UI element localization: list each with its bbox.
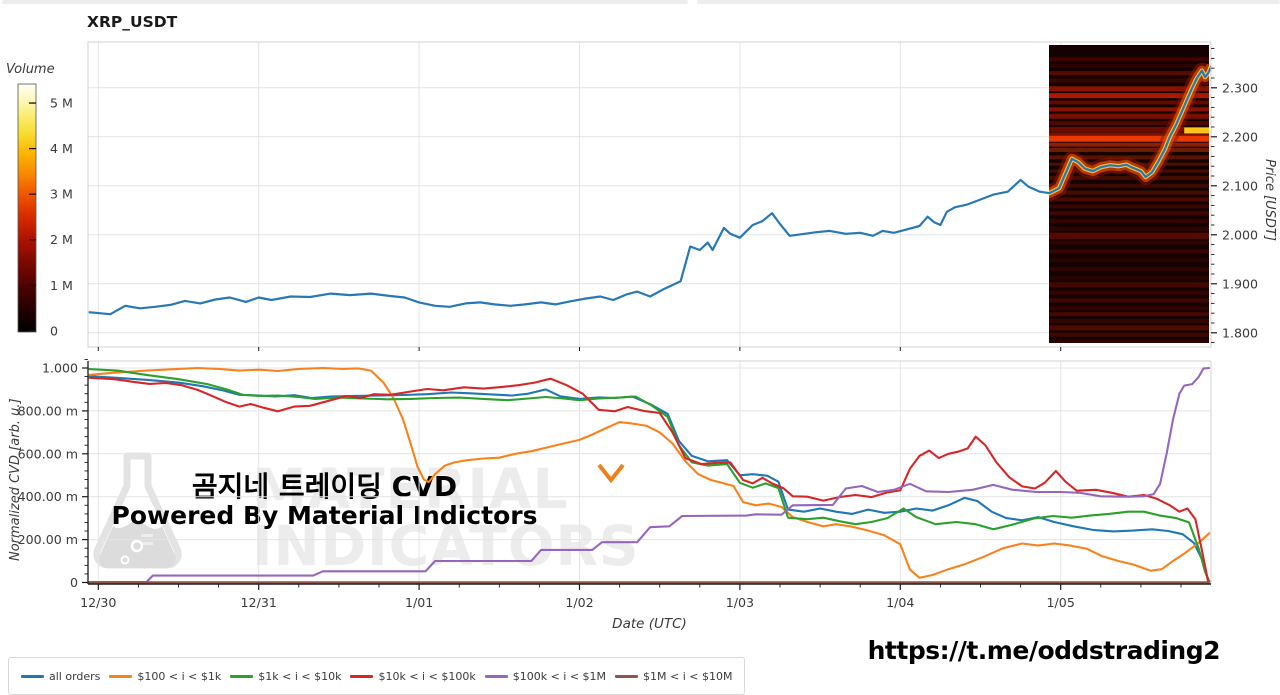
price-tick-label: 2.200 bbox=[1222, 129, 1258, 144]
watermark-bg-line1: MATERIAL bbox=[252, 457, 569, 521]
volume-tick-label: 3 M bbox=[50, 187, 73, 202]
legend-swatch bbox=[230, 674, 254, 678]
legend-label: all orders bbox=[49, 669, 101, 683]
date-tick-label: 1/04 bbox=[886, 595, 914, 610]
cvd-line bbox=[88, 375, 1210, 582]
volume-tick-label: 1 M bbox=[50, 278, 73, 293]
liquidity-heatmap bbox=[1048, 45, 1210, 343]
diamond-icon bbox=[597, 463, 627, 487]
cvd-chart: 0 200.00 m 400.00 m 600.00 m 800.00 m 1.000 12… bbox=[18, 358, 1212, 610]
legend-item: $1k < i < $10k bbox=[230, 670, 341, 683]
legend-item: $1M < i < $10M bbox=[615, 670, 732, 683]
date-axis-label: Date (UTC) bbox=[612, 616, 687, 632]
telegram-url: https://t.me/oddstrading2 bbox=[867, 636, 1221, 665]
cvd-line bbox=[88, 376, 1210, 583]
price-tick-label: 1.800 bbox=[1222, 325, 1258, 340]
date-tick-label: 1/03 bbox=[726, 595, 754, 610]
legend-item: all orders bbox=[21, 670, 100, 683]
price-axis-label: Price [USDT] bbox=[1262, 159, 1277, 241]
price-tick-label: 1.900 bbox=[1222, 276, 1258, 291]
top-divider-right bbox=[697, 0, 1280, 4]
price-chart: 1.800 1.900 2.000 2.100 2.200 2.300 bbox=[87, 41, 1258, 351]
legend-swatch bbox=[350, 674, 374, 678]
legend-label: $10k < i < $100k bbox=[378, 669, 476, 683]
date-tick-label: 12/31 bbox=[241, 595, 277, 610]
legend-label: $100 < i < $1k bbox=[137, 669, 222, 683]
volume-colorbar: 5 M 4 M 3 M 2 M 1 M 0 bbox=[17, 83, 73, 338]
watermark-line2: Powered By Material Indictors bbox=[111, 501, 538, 531]
legend-item: $100 < i < $1k bbox=[109, 670, 221, 683]
top-divider-left bbox=[2, 0, 688, 4]
cvd-tick-label: 200.00 m bbox=[18, 532, 78, 547]
legend-label: $1M < i < $10M bbox=[643, 669, 733, 683]
legend-swatch bbox=[21, 674, 44, 678]
legend-swatch bbox=[615, 674, 639, 678]
cvd-line bbox=[88, 366, 1210, 584]
price-tick-label: 2.300 bbox=[1222, 80, 1258, 95]
cvd-line bbox=[88, 368, 1211, 583]
date-tick-label: 1/02 bbox=[565, 595, 593, 610]
legend-swatch bbox=[484, 674, 508, 678]
price-tick-label: 2.100 bbox=[1222, 178, 1258, 193]
volume-colorbar-label: Volume bbox=[6, 62, 55, 77]
cvd-tick-label: 0 bbox=[70, 575, 78, 590]
date-tick-label: 1/01 bbox=[405, 595, 433, 610]
cvd-tick-label: 1.000 bbox=[42, 361, 78, 376]
cvd-axis-label: Normalized CVD [arb. u.] bbox=[8, 398, 23, 561]
watermark-bg-line2: INDICATORS bbox=[252, 514, 640, 578]
legend-item: $10k < i < $100k bbox=[350, 669, 476, 683]
cvd-tick-label: 800.00 m bbox=[18, 403, 78, 418]
flask-icon bbox=[85, 450, 190, 589]
legend-label: $100k < i < $1M bbox=[512, 669, 607, 683]
date-tick-label: 12/30 bbox=[80, 595, 116, 610]
legend-box: all orders $100 < i < $1k $1k < i < $10k $1… bbox=[8, 657, 746, 695]
cvd-series bbox=[88, 366, 1211, 584]
price-line bbox=[88, 65, 1211, 316]
date-tick-label: 1/05 bbox=[1047, 595, 1075, 610]
legend-swatch bbox=[109, 674, 133, 678]
page-title: XRP_USDT bbox=[87, 13, 178, 31]
volume-tick-label: 5 M bbox=[50, 96, 73, 111]
cvd-tick-label: 400.00 m bbox=[18, 489, 78, 504]
legend-label: $1k < i < $10k bbox=[258, 669, 342, 683]
cvd-tick-label: 600.00 m bbox=[18, 446, 78, 461]
volume-tick-label: 0 bbox=[50, 323, 58, 338]
volume-tick-label: 2 M bbox=[50, 232, 73, 247]
cvd-line bbox=[88, 366, 1211, 579]
price-tick-label: 2.000 bbox=[1222, 227, 1258, 242]
volume-tick-label: 4 M bbox=[50, 141, 73, 156]
legend-item: $100k < i < $1M bbox=[484, 669, 607, 683]
